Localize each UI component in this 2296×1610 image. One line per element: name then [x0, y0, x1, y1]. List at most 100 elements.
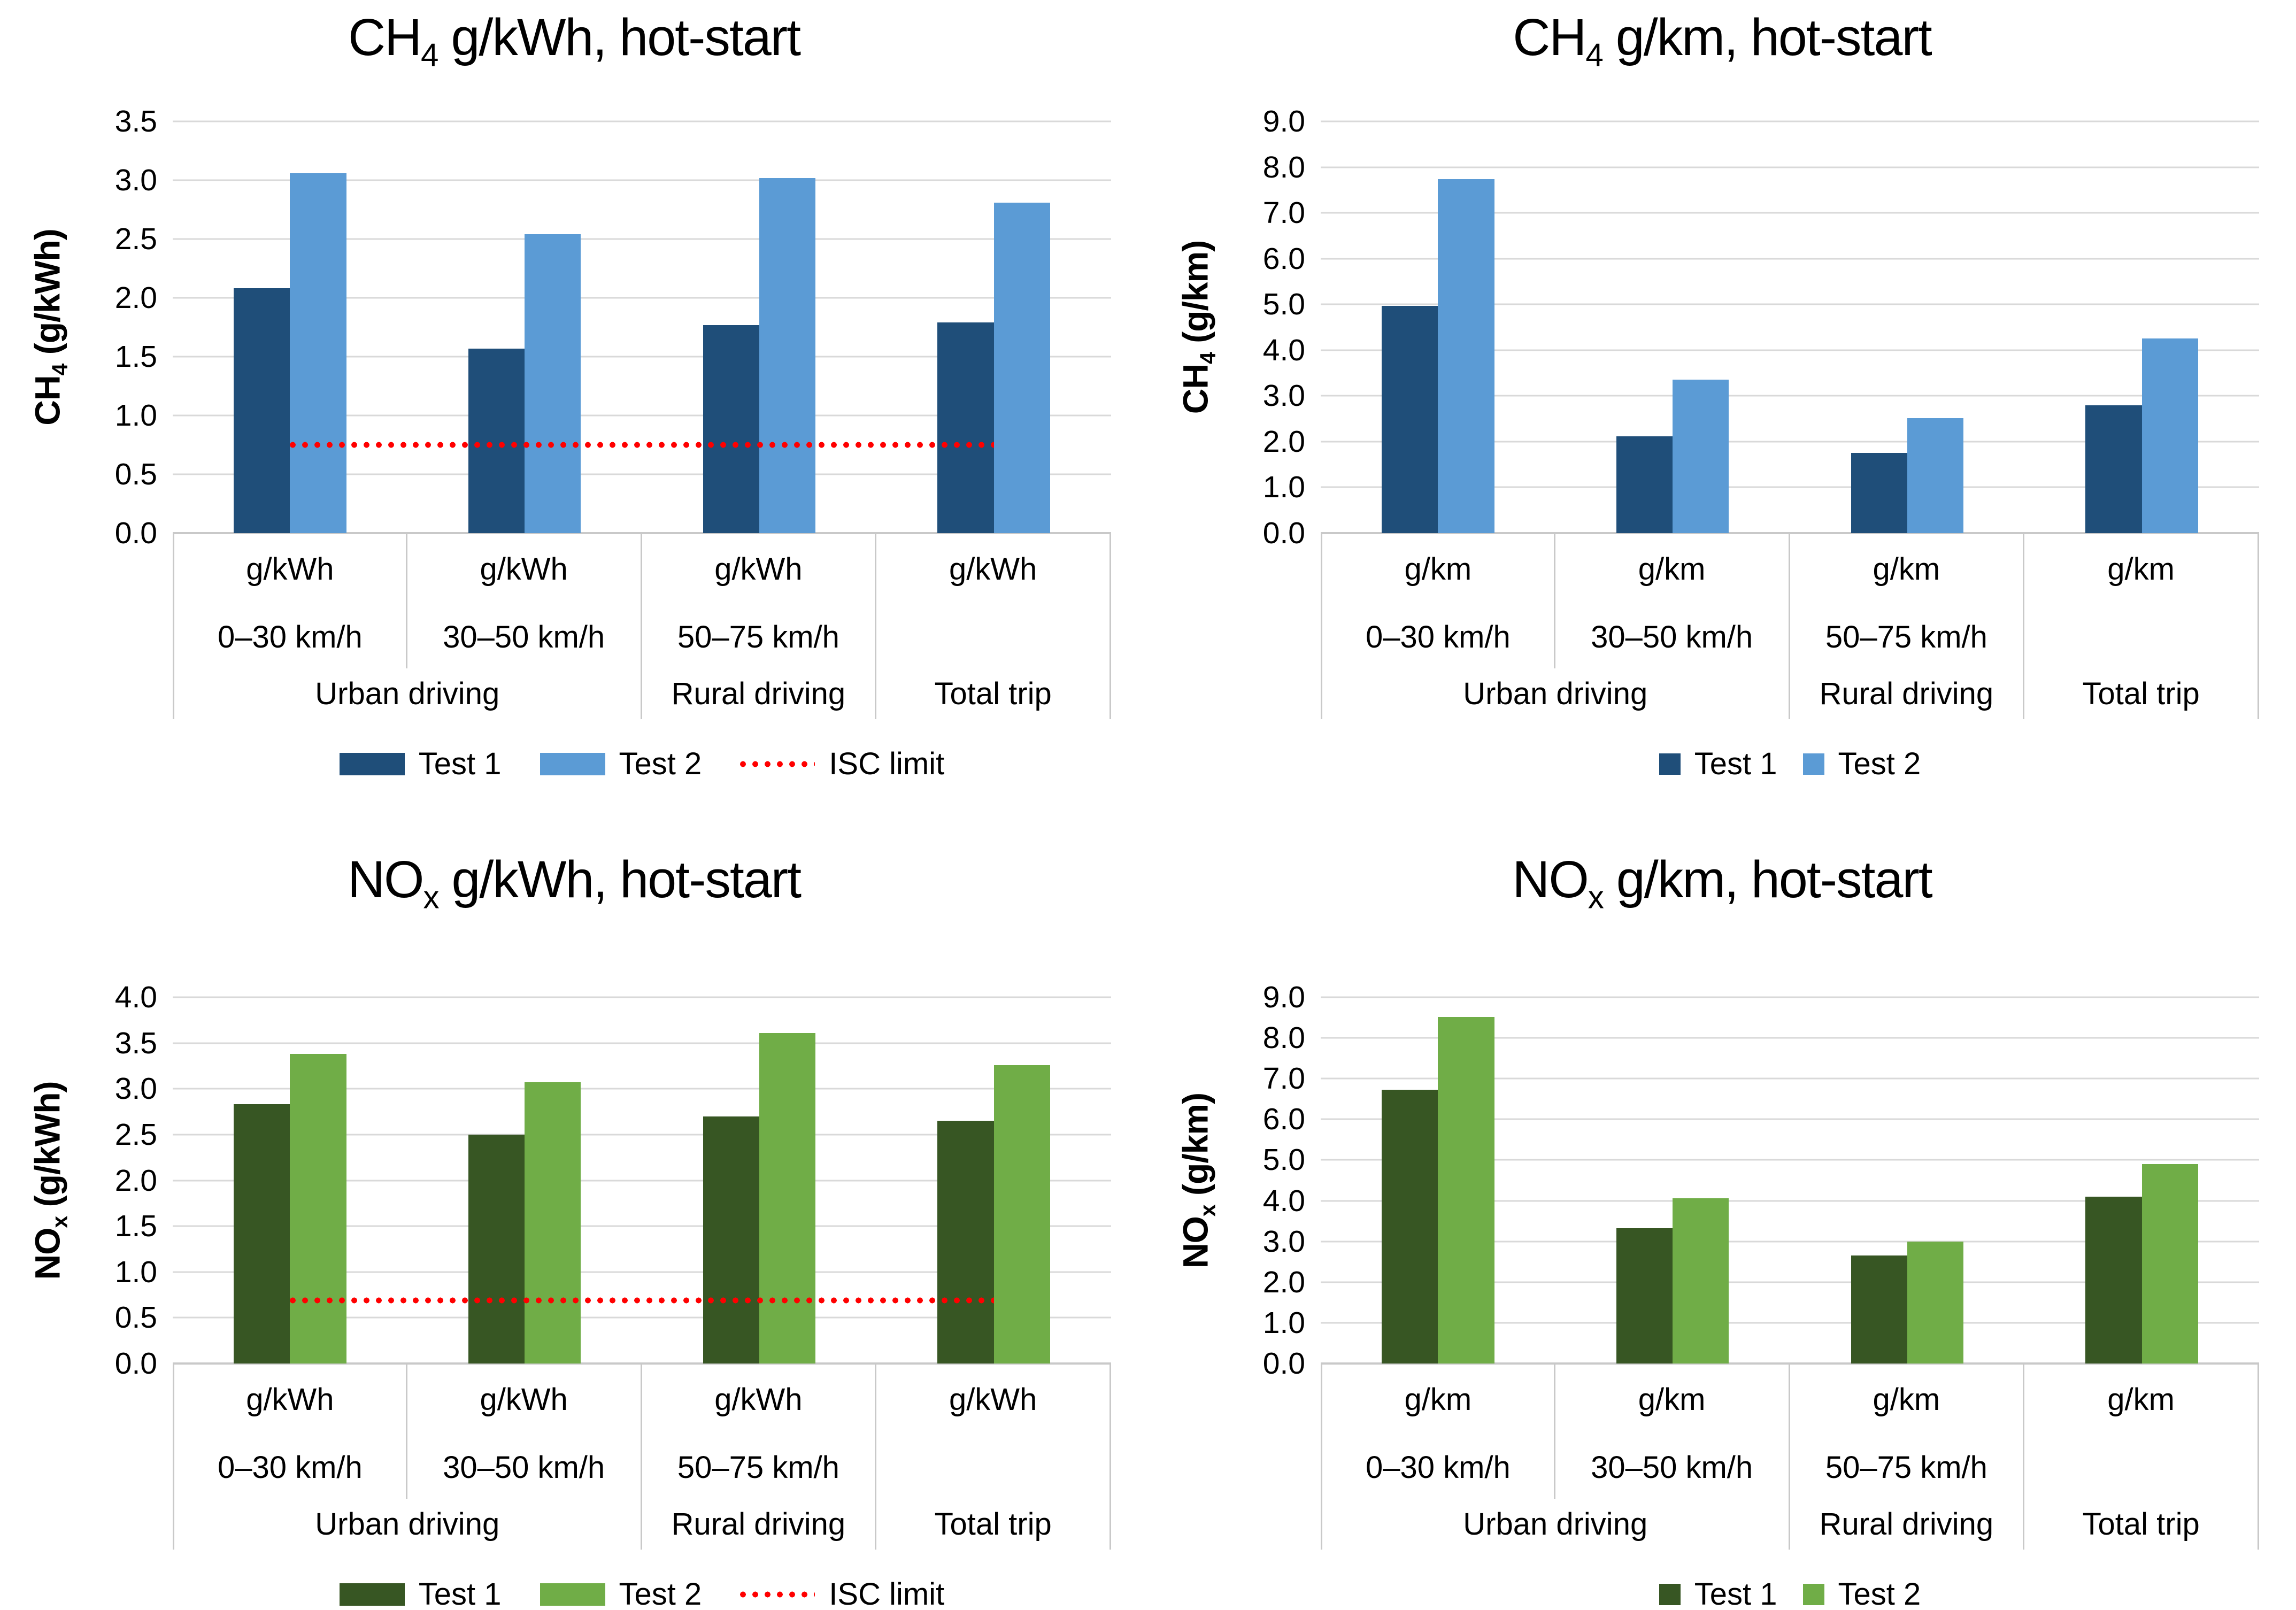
- bar-test2-cat2: [1673, 1198, 1729, 1364]
- category-speed-label: 50–75 km/h: [642, 605, 877, 668]
- isc-limit-legend-marker: [740, 1591, 815, 1598]
- category-speed-label: 30–50 km/h: [407, 1436, 642, 1499]
- chart-panel-nox-gkwh: NOx g/kWh, hot-start NOx (g/kWh) 4.0 3.5 3…: [0, 805, 1148, 1610]
- legend-label: ISC limit: [829, 746, 945, 781]
- bar-test1-cat4: [937, 1121, 994, 1364]
- category-unit-label: g/kWh: [642, 1364, 877, 1436]
- y-tick-label: 4.0: [1262, 1183, 1305, 1218]
- category-unit-label: g/km: [1321, 1364, 1555, 1436]
- gridline: [1321, 1241, 2259, 1243]
- bar-test2-cat3: [759, 178, 816, 533]
- category-speed-label: 30–50 km/h: [407, 605, 642, 668]
- bar-test2-cat3: [1907, 418, 1964, 533]
- category-speed-label: 0–30 km/h: [173, 1436, 407, 1499]
- bar-test2-cat3: [1907, 1241, 1964, 1364]
- y-tick-label: 0.5: [114, 457, 157, 491]
- y-tick-label: 1.5: [114, 1209, 157, 1244]
- speed-row: 0–30 km/h 30–50 km/h 50–75 km/h: [173, 605, 1111, 668]
- legend-item-test-2: Test 2: [540, 1576, 702, 1610]
- category-speed-label: [2024, 1436, 2259, 1499]
- legend-label: Test 1: [418, 746, 502, 781]
- category-speed-label: [2024, 605, 2259, 668]
- legend-item-test-2: Test 2: [1802, 1576, 1921, 1610]
- bar-test2-cat2: [525, 1082, 581, 1364]
- group-row: Urban driving Rural driving Total trip: [1321, 1499, 2259, 1550]
- category-speed-label: [876, 1436, 1111, 1499]
- category-axis-table: g/kWh g/kWh g/kWh g/kWh 0–30 km/h 30–50 km/h 5…: [173, 533, 1111, 719]
- y-tick-label: 6.0: [1262, 241, 1305, 276]
- gridline: [173, 1042, 1111, 1044]
- legend-item-test-1: Test 1: [1659, 1576, 1777, 1610]
- category-group-label: Total trip: [2024, 668, 2259, 719]
- bar-test1-cat4: [937, 322, 994, 533]
- category-group-label: Total trip: [876, 668, 1111, 719]
- bar-test2-cat1: [290, 1054, 346, 1364]
- legend-label: Test 2: [1838, 746, 1921, 781]
- bar-test2-cat4: [2141, 1164, 2198, 1364]
- legend-swatch: [339, 1583, 405, 1606]
- chart-title-subscript: x: [1588, 879, 1604, 915]
- legend-swatch: [1659, 753, 1681, 775]
- group-row: Urban driving Rural driving Total trip: [173, 668, 1111, 719]
- chart-title: CH4 g/km, hot-start: [1148, 7, 2296, 73]
- group-row: Urban driving Rural driving Total trip: [173, 1499, 1111, 1550]
- chart-title-subscript: x: [423, 879, 439, 915]
- legend-label: Test 1: [418, 1577, 502, 1610]
- chart-title-text: g/km, hot-start: [1602, 8, 1932, 66]
- y-tick-label: 3.5: [114, 1026, 157, 1060]
- y-tick-label: 3.5: [114, 104, 157, 138]
- y-tick-label: 2.0: [114, 281, 157, 315]
- chart-panel-ch4-gkm: CH4 g/km, hot-start CH4 (g/km) 9.0 8.0 7.0…: [1148, 0, 2296, 805]
- y-tick-label: 1.0: [1262, 1305, 1305, 1340]
- speed-row: 0–30 km/h 30–50 km/h 50–75 km/h: [1321, 1436, 2259, 1499]
- legend-swatch: [339, 752, 405, 775]
- gridline: [173, 473, 1111, 475]
- gridline: [1321, 258, 2259, 260]
- y-tick-label: 8.0: [1262, 150, 1305, 184]
- chart-panel-ch4-gkwh: CH4 g/kWh, hot-start CH4 (g/kWh) 3.5 3.0 2…: [0, 0, 1148, 805]
- isc-limit-line: [290, 1297, 994, 1304]
- gridline: [173, 120, 1111, 122]
- unit-row: g/kWh g/kWh g/kWh g/kWh: [173, 533, 1111, 605]
- chart-title: NOx g/km, hot-start: [1148, 850, 2296, 915]
- gridline: [1321, 349, 2259, 351]
- legend: Test 1 Test 2: [1321, 1576, 2259, 1610]
- y-tick-label: 3.0: [1262, 379, 1305, 413]
- chart-title: CH4 g/kWh, hot-start: [0, 7, 1148, 73]
- y-tick-label: 3.0: [114, 1072, 157, 1106]
- category-unit-label: g/kWh: [876, 533, 1111, 605]
- speed-row: 0–30 km/h 30–50 km/h 50–75 km/h: [1321, 605, 2259, 668]
- category-unit-label: g/kWh: [642, 533, 877, 605]
- legend-label: ISC limit: [829, 1577, 945, 1610]
- gridline: [1321, 1281, 2259, 1283]
- y-tick-label: 7.0: [1262, 196, 1305, 230]
- category-unit-label: g/km: [1555, 533, 1790, 605]
- y-tick-label: 7.0: [1262, 1061, 1305, 1096]
- chart-title-text: CH: [1513, 8, 1586, 66]
- legend-label: Test 1: [1694, 746, 1777, 781]
- gridline: [1321, 303, 2259, 305]
- chart-panel-nox-gkm: NOx g/km, hot-start NOx (g/km) 9.0 8.0 7.0…: [1148, 805, 2296, 1610]
- gridline: [1321, 1200, 2259, 1202]
- x-axis-line: [1321, 532, 2259, 534]
- legend-swatch: [1659, 1583, 1681, 1605]
- category-speed-label: 0–30 km/h: [173, 605, 407, 668]
- gridline: [1321, 996, 2259, 998]
- bar-test2-cat3: [759, 1033, 816, 1364]
- y-tick-label: 0.0: [1262, 516, 1305, 550]
- category-group-label: Total trip: [2024, 1499, 2259, 1550]
- y-tick-label: 5.0: [1262, 287, 1305, 322]
- gridline: [173, 996, 1111, 998]
- category-unit-label: g/km: [2024, 1364, 2259, 1436]
- category-group-label: Total trip: [876, 1499, 1111, 1550]
- bar-test1-cat4: [2085, 405, 2142, 533]
- y-tick-label: 1.0: [114, 398, 157, 433]
- y-tick-label: 4.0: [114, 980, 157, 1014]
- unit-row: g/km g/km g/km g/km: [1321, 1364, 2259, 1436]
- gridline: [1321, 1159, 2259, 1161]
- category-speed-label: 30–50 km/h: [1555, 605, 1790, 668]
- bar-test2-cat4: [993, 202, 1050, 533]
- category-group-label: Urban driving: [1321, 668, 1790, 719]
- gridline: [173, 1225, 1111, 1227]
- bar-test1-cat3: [1851, 1255, 1907, 1364]
